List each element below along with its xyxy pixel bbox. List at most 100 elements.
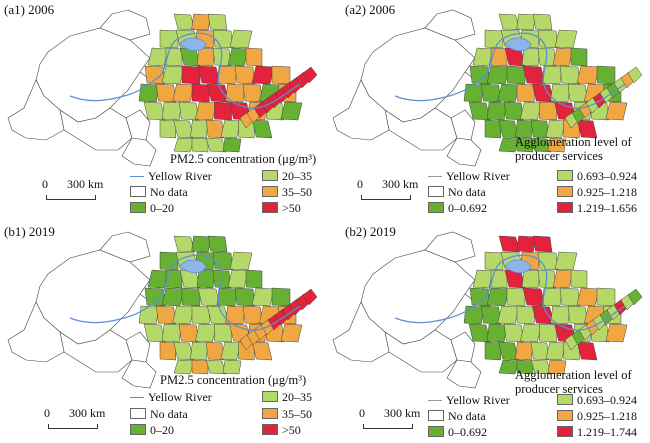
region-cell — [302, 288, 318, 306]
region-cell — [214, 101, 232, 121]
region-cell — [516, 235, 536, 253]
region-cell — [234, 287, 256, 307]
region-cell — [197, 287, 221, 307]
region-cell — [205, 341, 225, 361]
region-cell — [516, 137, 534, 153]
region-cell — [486, 287, 510, 307]
region-cell — [516, 83, 535, 103]
legend-label: 0–20 — [150, 201, 174, 215]
scale-label: 300 km — [67, 177, 104, 191]
region-cell — [280, 323, 303, 343]
region-cell — [486, 323, 507, 343]
region-cell — [229, 29, 253, 49]
region-cell — [159, 119, 176, 139]
nodata-swatch — [428, 186, 444, 197]
region-cell — [469, 287, 491, 307]
region-cell — [227, 269, 249, 289]
legend-label: No data — [150, 407, 188, 421]
region-cell — [220, 341, 241, 361]
region-cell — [159, 251, 179, 271]
region-cell — [469, 65, 491, 85]
legend-label: >50 — [282, 423, 301, 437]
legend-nodata: No data — [130, 407, 188, 421]
region-cell — [302, 66, 318, 84]
scale-bar — [363, 424, 413, 429]
legend-label: 0.693–0.924 — [577, 169, 637, 183]
class-swatch — [130, 424, 146, 435]
region-cell — [191, 83, 210, 103]
legend-label: No data — [448, 185, 486, 199]
region-cell — [242, 83, 263, 103]
region-cell — [172, 305, 195, 325]
class-swatch — [262, 391, 278, 402]
legend-class-4: 1.219–1.744 — [557, 425, 637, 439]
region-cell — [576, 65, 600, 85]
region-cell — [196, 47, 216, 67]
region-cell — [143, 101, 166, 121]
legend-class-3: 35–50 — [262, 407, 312, 421]
region-cell — [207, 83, 229, 103]
region-cell — [225, 83, 246, 103]
region-cell — [251, 341, 273, 361]
class-swatch — [262, 202, 278, 213]
scale-zero: 0 — [44, 406, 50, 420]
region-cell — [138, 83, 159, 103]
class-swatch — [557, 170, 573, 181]
region-cell — [547, 137, 567, 153]
region-cell — [522, 287, 546, 307]
legend-label: Yellow River — [148, 169, 212, 183]
region-cell — [547, 359, 567, 375]
region-cell — [554, 29, 578, 49]
region-cell — [463, 83, 484, 103]
region-cell — [161, 65, 185, 85]
region-cell — [165, 269, 183, 289]
panel-b1: (b1) 2019 PM2.5 concentration (μg/m³) Ye… — [0, 222, 325, 443]
legend-nodata: No data — [130, 185, 188, 199]
legend-title-line: Agglomeration level of — [515, 135, 632, 149]
region-cell — [567, 305, 588, 325]
legend-title-line: Agglomeration level of — [515, 368, 632, 382]
region-cell — [484, 251, 504, 271]
region-cell — [605, 101, 628, 121]
legend-label: 0–0.692 — [448, 201, 487, 215]
legend-label: 1.219–1.656 — [577, 201, 637, 215]
legend-class-4: 1.219–1.656 — [557, 201, 637, 215]
region-cell — [208, 13, 228, 31]
region-cell — [251, 287, 275, 307]
legend-class-3: 0.925–1.218 — [557, 185, 637, 199]
region-cell — [503, 323, 524, 343]
region-cell — [530, 359, 552, 375]
region-cell — [520, 323, 542, 343]
region-cell — [515, 341, 534, 361]
region-cell — [216, 287, 238, 307]
legend-class-4: >50 — [262, 423, 301, 437]
region-cell — [144, 287, 166, 307]
legend-label: 0–20 — [150, 423, 174, 437]
region-cell — [486, 65, 510, 85]
map-b2 — [332, 231, 643, 389]
legend-label: >50 — [282, 201, 301, 215]
region-cell — [481, 83, 501, 103]
scale-zero: 0 — [357, 177, 363, 191]
region-cell — [195, 101, 217, 121]
legend-class-1: 0–0.692 — [428, 201, 487, 215]
region-cell — [190, 341, 209, 361]
region-cell — [506, 65, 526, 85]
region-cell — [242, 305, 263, 325]
region-cell — [521, 269, 541, 289]
region-cell — [245, 47, 263, 67]
region-cell — [481, 305, 501, 325]
map-b1 — [7, 231, 318, 389]
region-cell — [208, 235, 228, 253]
class-swatch — [557, 202, 573, 213]
region-cell — [251, 65, 275, 85]
yellow-river — [69, 32, 301, 109]
region-cell — [225, 305, 246, 325]
yellow-river — [69, 254, 301, 331]
region-cell — [229, 251, 253, 271]
region-cell — [522, 65, 546, 85]
legend-river: Yellow River — [428, 169, 510, 183]
region-cell — [570, 269, 588, 289]
river-loop — [504, 259, 532, 274]
scale-label: 300 km — [69, 406, 106, 420]
